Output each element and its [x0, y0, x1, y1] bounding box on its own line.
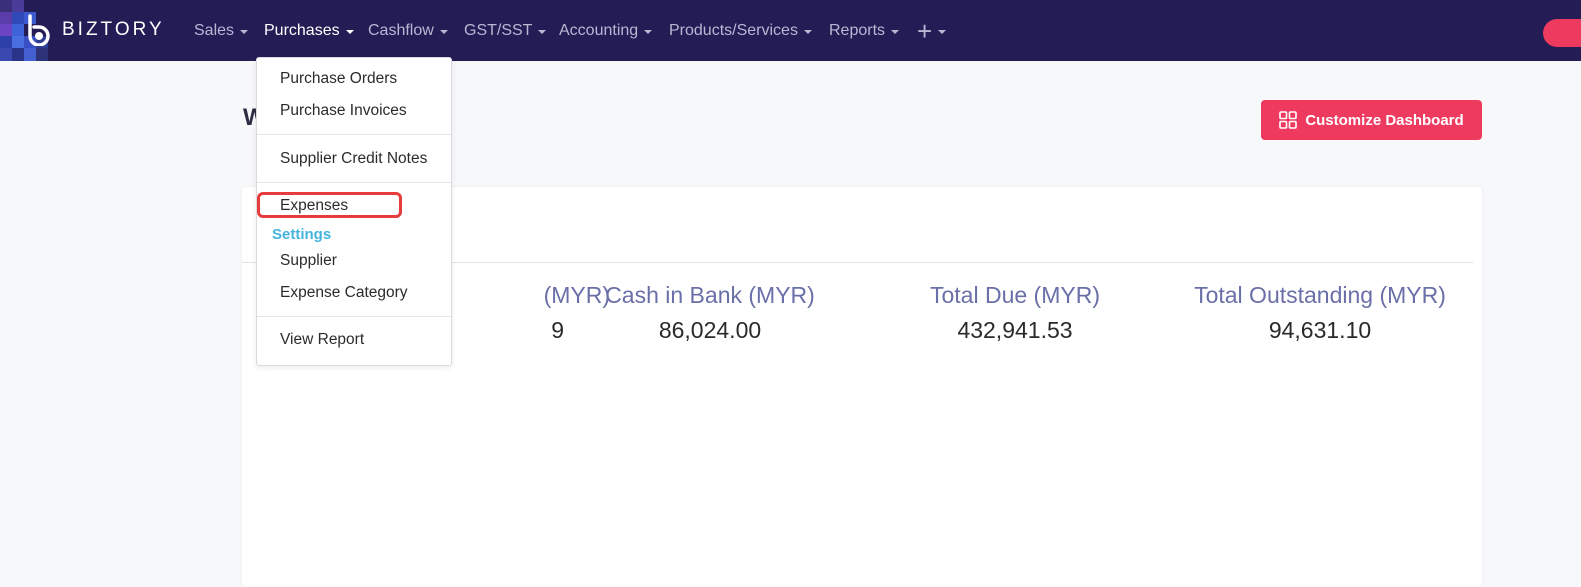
chevron-down-icon	[803, 30, 812, 34]
menu-item-expense-category[interactable]: Expense Category	[280, 284, 408, 301]
top-navbar: BIZTORY Sales Purchases Cashflow GST/SST…	[0, 0, 1581, 61]
nav-sales[interactable]: Sales	[194, 20, 249, 42]
menu-item-purchase-orders[interactable]: Purchase Orders	[280, 70, 398, 87]
customize-dashboard-label: Customize Dashboard	[1305, 111, 1464, 129]
nav-cashflow[interactable]: Cashflow	[368, 20, 448, 42]
stat-label: (MYR)	[543, 282, 610, 308]
card-divider	[242, 262, 1473, 263]
nav-sales-label: Sales	[194, 22, 235, 39]
nav-reports-label: Reports	[829, 22, 886, 39]
nav-gst-sst-label: GST/SST	[464, 22, 533, 39]
menu-item-purchase-invoices[interactable]: Purchase Invoices	[280, 102, 407, 119]
menu-section-settings: Settings	[272, 226, 332, 243]
menu-divider	[257, 134, 451, 135]
stat-value: 432,941.53	[957, 317, 1073, 343]
user-menu-button[interactable]	[1543, 19, 1581, 47]
chevron-down-icon	[938, 30, 947, 34]
stat-label: Total Due (MYR)	[930, 282, 1100, 308]
stat-label: Total Outstanding (MYR)	[1194, 282, 1446, 308]
nav-reports[interactable]: Reports	[829, 20, 900, 42]
stat-total-outstanding: Total Outstanding (MYR) 94,631.10	[1170, 282, 1470, 344]
nav-products-services[interactable]: Products/Services	[669, 20, 812, 42]
plus-icon: +	[917, 16, 933, 46]
chevron-down-icon	[345, 30, 354, 34]
menu-divider	[257, 316, 451, 317]
stat-cash-in-bank: Cash in Bank (MYR) 86,024.00	[560, 282, 860, 344]
chevron-down-icon	[240, 30, 249, 34]
stat-total-due: Total Due (MYR) 432,941.53	[865, 282, 1165, 344]
stat-label: Cash in Bank (MYR)	[605, 282, 815, 308]
menu-item-supplier[interactable]: Supplier	[280, 252, 337, 269]
logo-pixel-pattern	[0, 0, 60, 61]
brand-name[interactable]: BIZTORY	[62, 19, 165, 40]
customize-dashboard-button[interactable]: Customize Dashboard	[1261, 100, 1482, 140]
chevron-down-icon	[439, 30, 448, 34]
nav-products-services-label: Products/Services	[669, 22, 798, 39]
stat-value: 9	[551, 317, 564, 343]
chevron-down-icon	[891, 30, 900, 34]
menu-item-expenses[interactable]: Expenses	[280, 197, 349, 214]
purchases-dropdown-menu: Purchase Orders Purchase Invoices Suppli…	[256, 57, 452, 366]
chevron-down-icon	[538, 30, 547, 34]
stat-value: 94,631.10	[1268, 317, 1372, 343]
nav-accounting-label: Accounting	[559, 22, 639, 39]
nav-quick-add[interactable]: +	[917, 16, 947, 46]
stat-value: 86,024.00	[658, 317, 762, 343]
chevron-down-icon	[644, 30, 653, 34]
nav-gst-sst[interactable]: GST/SST	[464, 20, 547, 42]
nav-purchases[interactable]: Purchases	[264, 20, 354, 42]
nav-accounting[interactable]: Accounting	[559, 20, 653, 42]
expenses-highlight-box	[257, 192, 402, 218]
menu-item-view-report[interactable]: View Report	[280, 331, 365, 348]
biztory-logo-icon[interactable]	[24, 14, 56, 46]
menu-item-supplier-credit-notes[interactable]: Supplier Credit Notes	[280, 150, 428, 167]
nav-purchases-label: Purchases	[264, 22, 340, 39]
grid-icon	[1279, 111, 1298, 129]
stat-partial: (MYR) 9	[342, 282, 622, 344]
nav-cashflow-label: Cashflow	[368, 22, 434, 39]
menu-divider	[257, 182, 451, 183]
